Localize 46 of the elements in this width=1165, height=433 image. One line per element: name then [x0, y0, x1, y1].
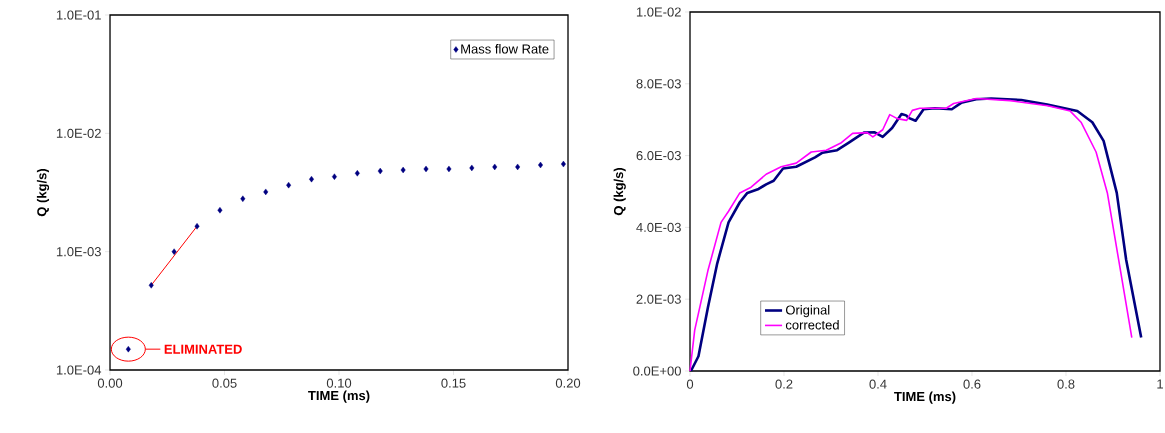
x-tick-label: 0.2 — [775, 379, 793, 389]
y-tick-label: 1.0E-02 — [56, 128, 101, 138]
y-axis-title: Q (kg/s) — [36, 168, 50, 217]
x-tick-label: 1 — [1157, 379, 1163, 389]
legend-label: corrected — [785, 319, 839, 330]
point — [446, 165, 452, 173]
point — [515, 163, 521, 171]
point — [492, 163, 498, 171]
x-tick-label: 0.4 — [869, 379, 887, 389]
point — [560, 160, 566, 168]
x-tick-label: 0.8 — [1057, 379, 1075, 389]
point — [331, 173, 337, 180]
x-tick-label: 0.10 — [326, 378, 352, 388]
y-tick-label: 1.0E-01 — [56, 10, 101, 20]
point — [263, 188, 269, 196]
y-tick-label: 8.0E-03 — [636, 79, 681, 89]
x-tick-label: 0.05 — [212, 378, 237, 388]
point — [171, 248, 177, 255]
point — [400, 166, 406, 174]
x-tick-label: 0.20 — [555, 378, 581, 388]
legend-label: Mass flow Rate — [461, 44, 549, 54]
x-axis-title: TIME (ms) — [308, 390, 370, 403]
point — [148, 282, 154, 289]
y-tick-label: 1.0E-03 — [56, 247, 101, 257]
y-tick-label: 4.0E-03 — [636, 222, 681, 232]
point — [240, 195, 246, 202]
y-tick-label: 1.0E-04 — [56, 365, 102, 375]
x-tick-label: 0.15 — [441, 378, 466, 388]
y-tick-label: 6.0E-03 — [636, 150, 681, 161]
point — [217, 207, 223, 214]
point — [469, 164, 475, 172]
point — [423, 165, 429, 173]
annotation: ELIMINATED — [164, 344, 242, 354]
y-tick-label: 0.0E+00 — [633, 366, 681, 376]
y-axis-title: Q (kg/s) — [613, 167, 626, 216]
point — [286, 181, 292, 189]
x-tick-label: 0.6 — [963, 379, 981, 389]
point — [377, 167, 383, 175]
x-axis-title: TIME (ms) — [894, 391, 956, 404]
point — [194, 223, 200, 230]
legend-label: Original — [785, 305, 830, 318]
y-tick-label: 2.0E-03 — [636, 294, 681, 304]
y-tick-label: 1.0E-02 — [636, 7, 681, 17]
point — [354, 170, 360, 177]
x-tick-label: 0.00 — [97, 378, 123, 388]
x-tick-label: 0 — [686, 379, 694, 389]
